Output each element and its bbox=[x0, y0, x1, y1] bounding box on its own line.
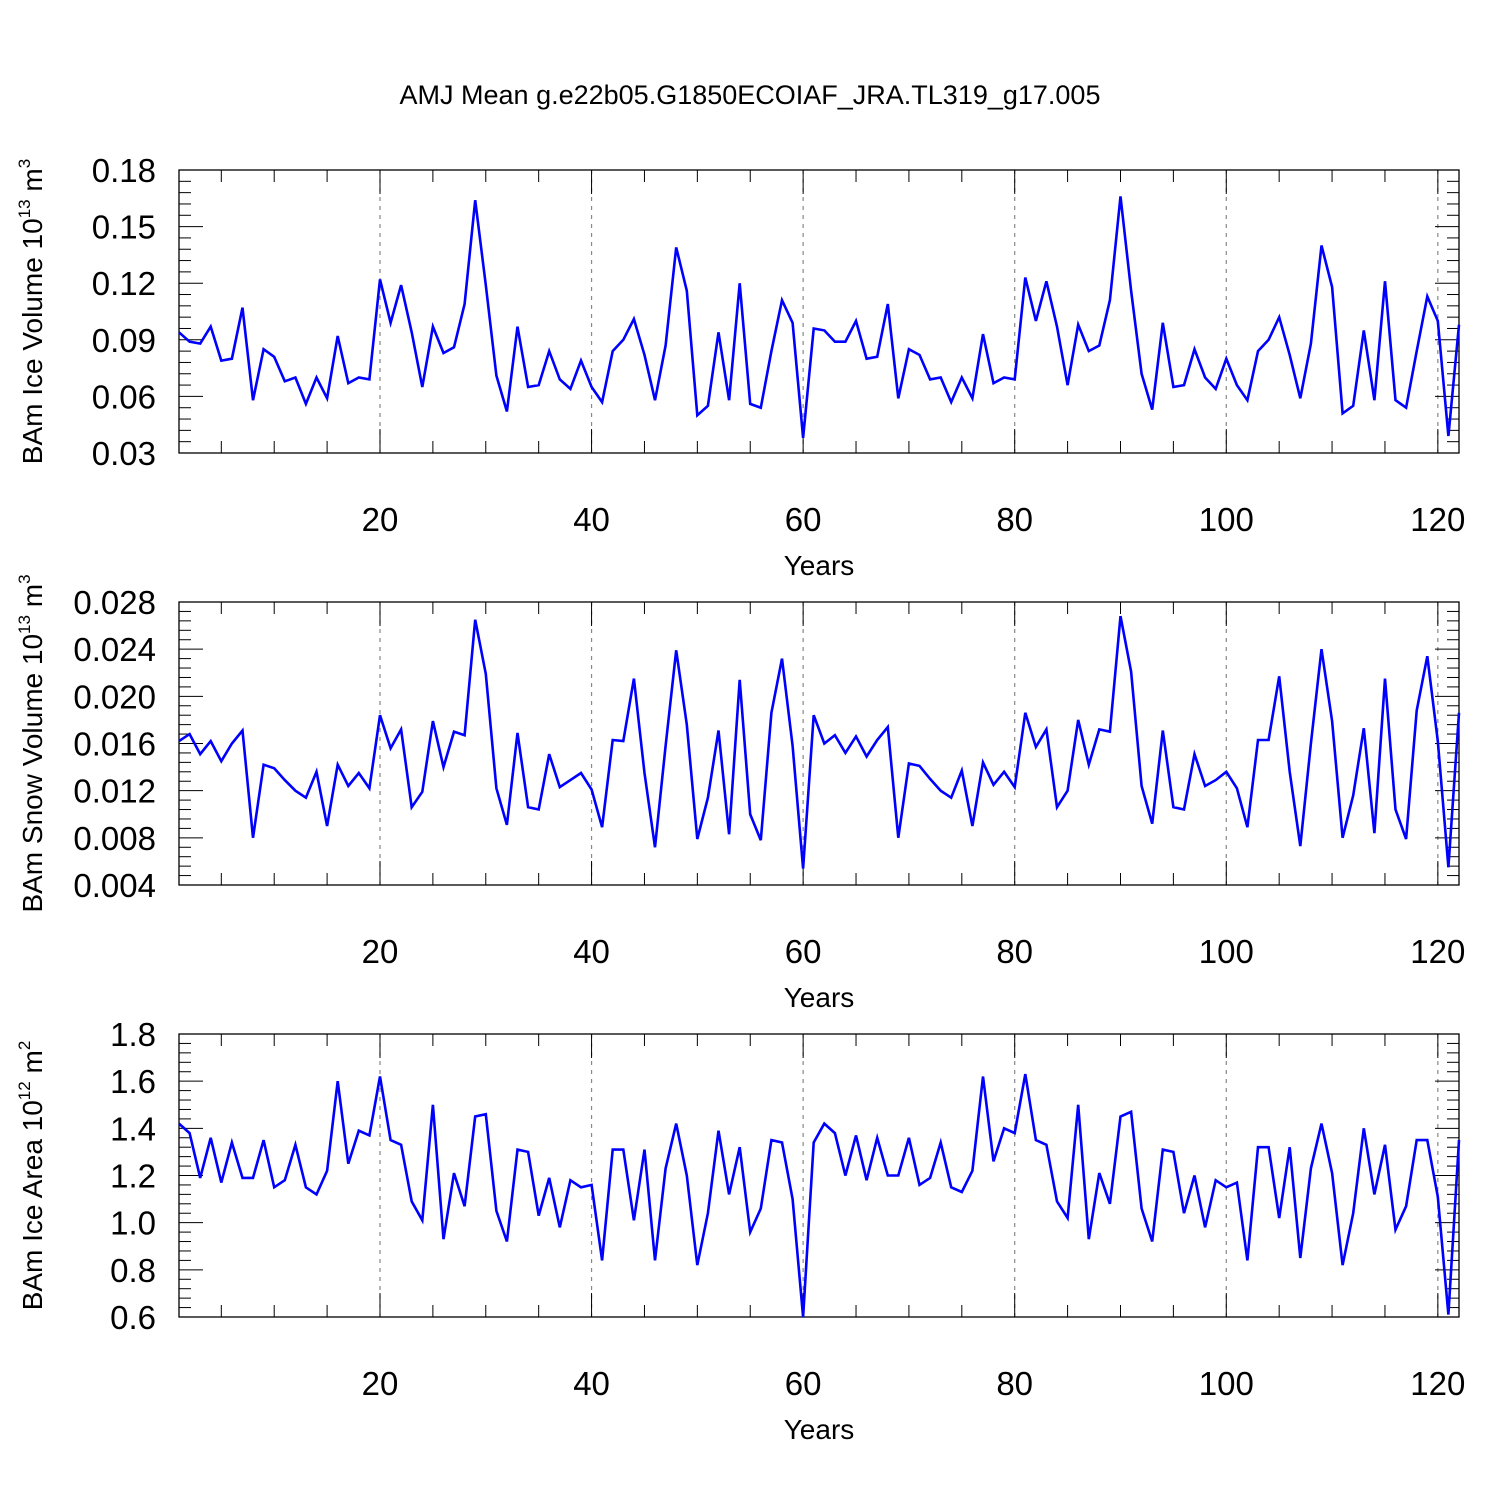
y-tick-label: 0.020 bbox=[73, 678, 156, 715]
y-axis-label-text: BAm Snow Volume 10 bbox=[17, 634, 48, 913]
x-tick-label: 80 bbox=[996, 501, 1033, 538]
y-axis-label: BAm Ice Area 1012 m2 bbox=[15, 1041, 48, 1311]
x-tick-label: 120 bbox=[1410, 1365, 1465, 1402]
y-axis-label-text: BAm Ice Volume 10 bbox=[17, 218, 48, 464]
y-tick-label: 0.8 bbox=[110, 1252, 156, 1289]
x-tick-label: 100 bbox=[1199, 933, 1254, 970]
x-tick-label: 20 bbox=[362, 501, 399, 538]
y-axis-label-superscript: 3 bbox=[15, 574, 34, 583]
x-tick-label: 60 bbox=[785, 933, 822, 970]
x-tick-label: 80 bbox=[996, 1365, 1033, 1402]
y-tick-label: 1.2 bbox=[110, 1158, 156, 1195]
x-tick-label: 40 bbox=[573, 501, 610, 538]
panel-2: 20 40 60 80 100 120 0.004 0.008 0.012 0.016 0.020 0… bbox=[15, 574, 1465, 1013]
y-axis-label-superscript: 2 bbox=[15, 1041, 34, 1050]
x-tick-label: 60 bbox=[785, 1365, 822, 1402]
y-tick-label: 1.6 bbox=[110, 1063, 156, 1100]
y-tick-label: 0.6 bbox=[110, 1299, 156, 1336]
y-tick-label: 0.008 bbox=[73, 820, 156, 857]
y-tick-label: 0.016 bbox=[73, 726, 156, 763]
series-line bbox=[178, 615, 1461, 869]
y-tick-label: 0.06 bbox=[92, 378, 156, 415]
series-line bbox=[178, 1073, 1461, 1318]
y-tick-label: 1.4 bbox=[110, 1110, 156, 1147]
y-axis-label-text: m bbox=[17, 584, 48, 615]
x-axis-label: Years bbox=[784, 1414, 855, 1445]
y-tick-label: 0.028 bbox=[73, 584, 156, 621]
y-tick-label: 0.024 bbox=[73, 631, 156, 668]
y-axis-label-superscript: 13 bbox=[15, 199, 34, 218]
x-tick-label: 60 bbox=[785, 501, 822, 538]
y-tick-label: 0.03 bbox=[92, 435, 156, 472]
plot-frame bbox=[178, 169, 1460, 454]
x-tick-label: 20 bbox=[362, 1365, 399, 1402]
series-line bbox=[178, 196, 1461, 439]
x-tick-label: 40 bbox=[573, 933, 610, 970]
y-axis-label-superscript: 12 bbox=[15, 1081, 34, 1100]
y-axis-label: BAm Snow Volume 1013 m3 bbox=[15, 574, 48, 912]
y-axis-label-superscript: 13 bbox=[15, 615, 34, 634]
x-tick-label: 120 bbox=[1410, 501, 1465, 538]
plot-frame bbox=[178, 1033, 1460, 1318]
y-axis-label: BAm Ice Volume 1013 m3 bbox=[15, 159, 48, 464]
y-tick-label: 0.012 bbox=[73, 773, 156, 810]
x-tick-label: 80 bbox=[996, 933, 1033, 970]
x-tick-label: 40 bbox=[573, 1365, 610, 1402]
x-tick-label: 120 bbox=[1410, 933, 1465, 970]
x-tick-label: 100 bbox=[1199, 1365, 1254, 1402]
y-tick-label: 0.12 bbox=[92, 265, 156, 302]
y-tick-label: 1.8 bbox=[110, 1016, 156, 1053]
y-axis-label-superscript: 3 bbox=[15, 159, 34, 168]
y-axis-label-text: m bbox=[17, 168, 48, 199]
y-axis-label-text: m bbox=[17, 1050, 48, 1081]
y-tick-label: 1.0 bbox=[110, 1205, 156, 1242]
panel-3: 20 40 60 80 100 120 0.6 0.8 1.0 1.2 1.4 1.6 1.8 Years… bbox=[15, 1016, 1465, 1445]
y-axis-label-text: BAm Ice Area 10 bbox=[17, 1100, 48, 1310]
panel-1: 20 40 60 80 100 120 0.03 0.06 0.09 0.12 0.15 0.18 Ye… bbox=[15, 152, 1465, 581]
plot-frame bbox=[178, 601, 1460, 886]
y-tick-label: 0.004 bbox=[73, 867, 156, 904]
y-tick-label: 0.15 bbox=[92, 209, 156, 246]
x-tick-label: 20 bbox=[362, 933, 399, 970]
x-tick-label: 100 bbox=[1199, 501, 1254, 538]
y-tick-label: 0.09 bbox=[92, 322, 156, 359]
x-axis-label: Years bbox=[784, 550, 855, 581]
chart-title: AMJ Mean g.e22b05.G1850ECOIAF_JRA.TL319_… bbox=[399, 80, 1101, 110]
y-tick-label: 0.18 bbox=[92, 152, 156, 189]
x-axis-label: Years bbox=[784, 982, 855, 1013]
